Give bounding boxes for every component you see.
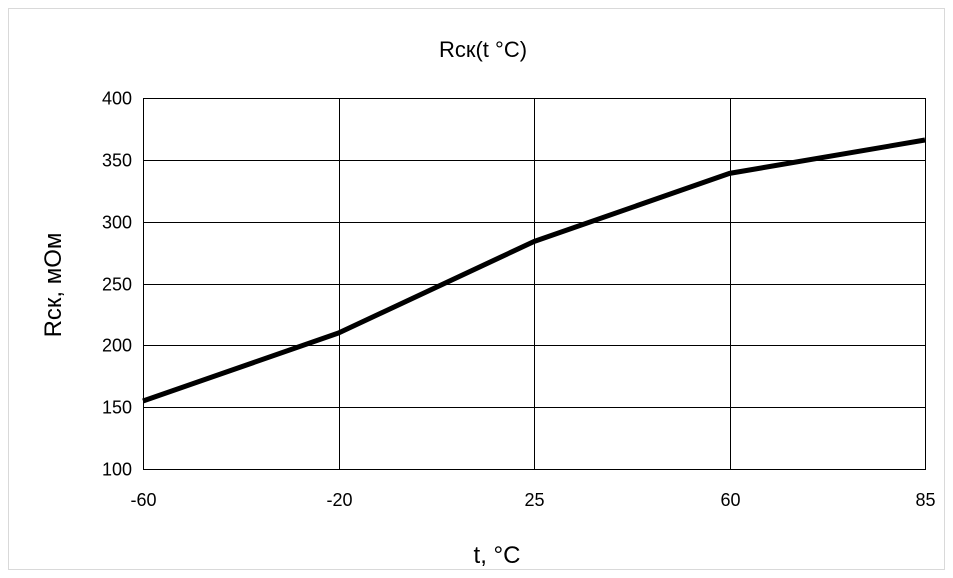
x-axis-label: t, °C <box>474 542 521 569</box>
y-tick-label: 250 <box>102 275 132 295</box>
grid-lines <box>143 98 926 470</box>
chart-title: Rск(t °C) <box>439 37 527 62</box>
y-tick-label: 100 <box>102 460 132 480</box>
plot-area <box>143 98 926 470</box>
x-tick-label: -60 <box>130 490 156 510</box>
x-tick-label: 85 <box>915 490 935 510</box>
y-tick-label: 350 <box>102 151 132 171</box>
y-tick-label: 300 <box>102 213 132 233</box>
y-tick-label: 150 <box>102 398 132 418</box>
y-axis-label: Rск, мОм <box>40 233 67 338</box>
chart-frame <box>8 8 945 570</box>
y-tick-label: 200 <box>102 336 132 356</box>
series-line <box>142 137 926 404</box>
series-layer <box>142 137 926 404</box>
y-tick-label: 400 <box>102 89 132 109</box>
x-tick-label: 60 <box>720 490 740 510</box>
x-tick-label: -20 <box>326 490 352 510</box>
x-tick-labels: -60 -20 25 60 85 <box>130 490 935 510</box>
y-tick-labels: 100 150 200 250 300 350 400 <box>102 89 132 480</box>
x-tick-label: 25 <box>524 490 544 510</box>
